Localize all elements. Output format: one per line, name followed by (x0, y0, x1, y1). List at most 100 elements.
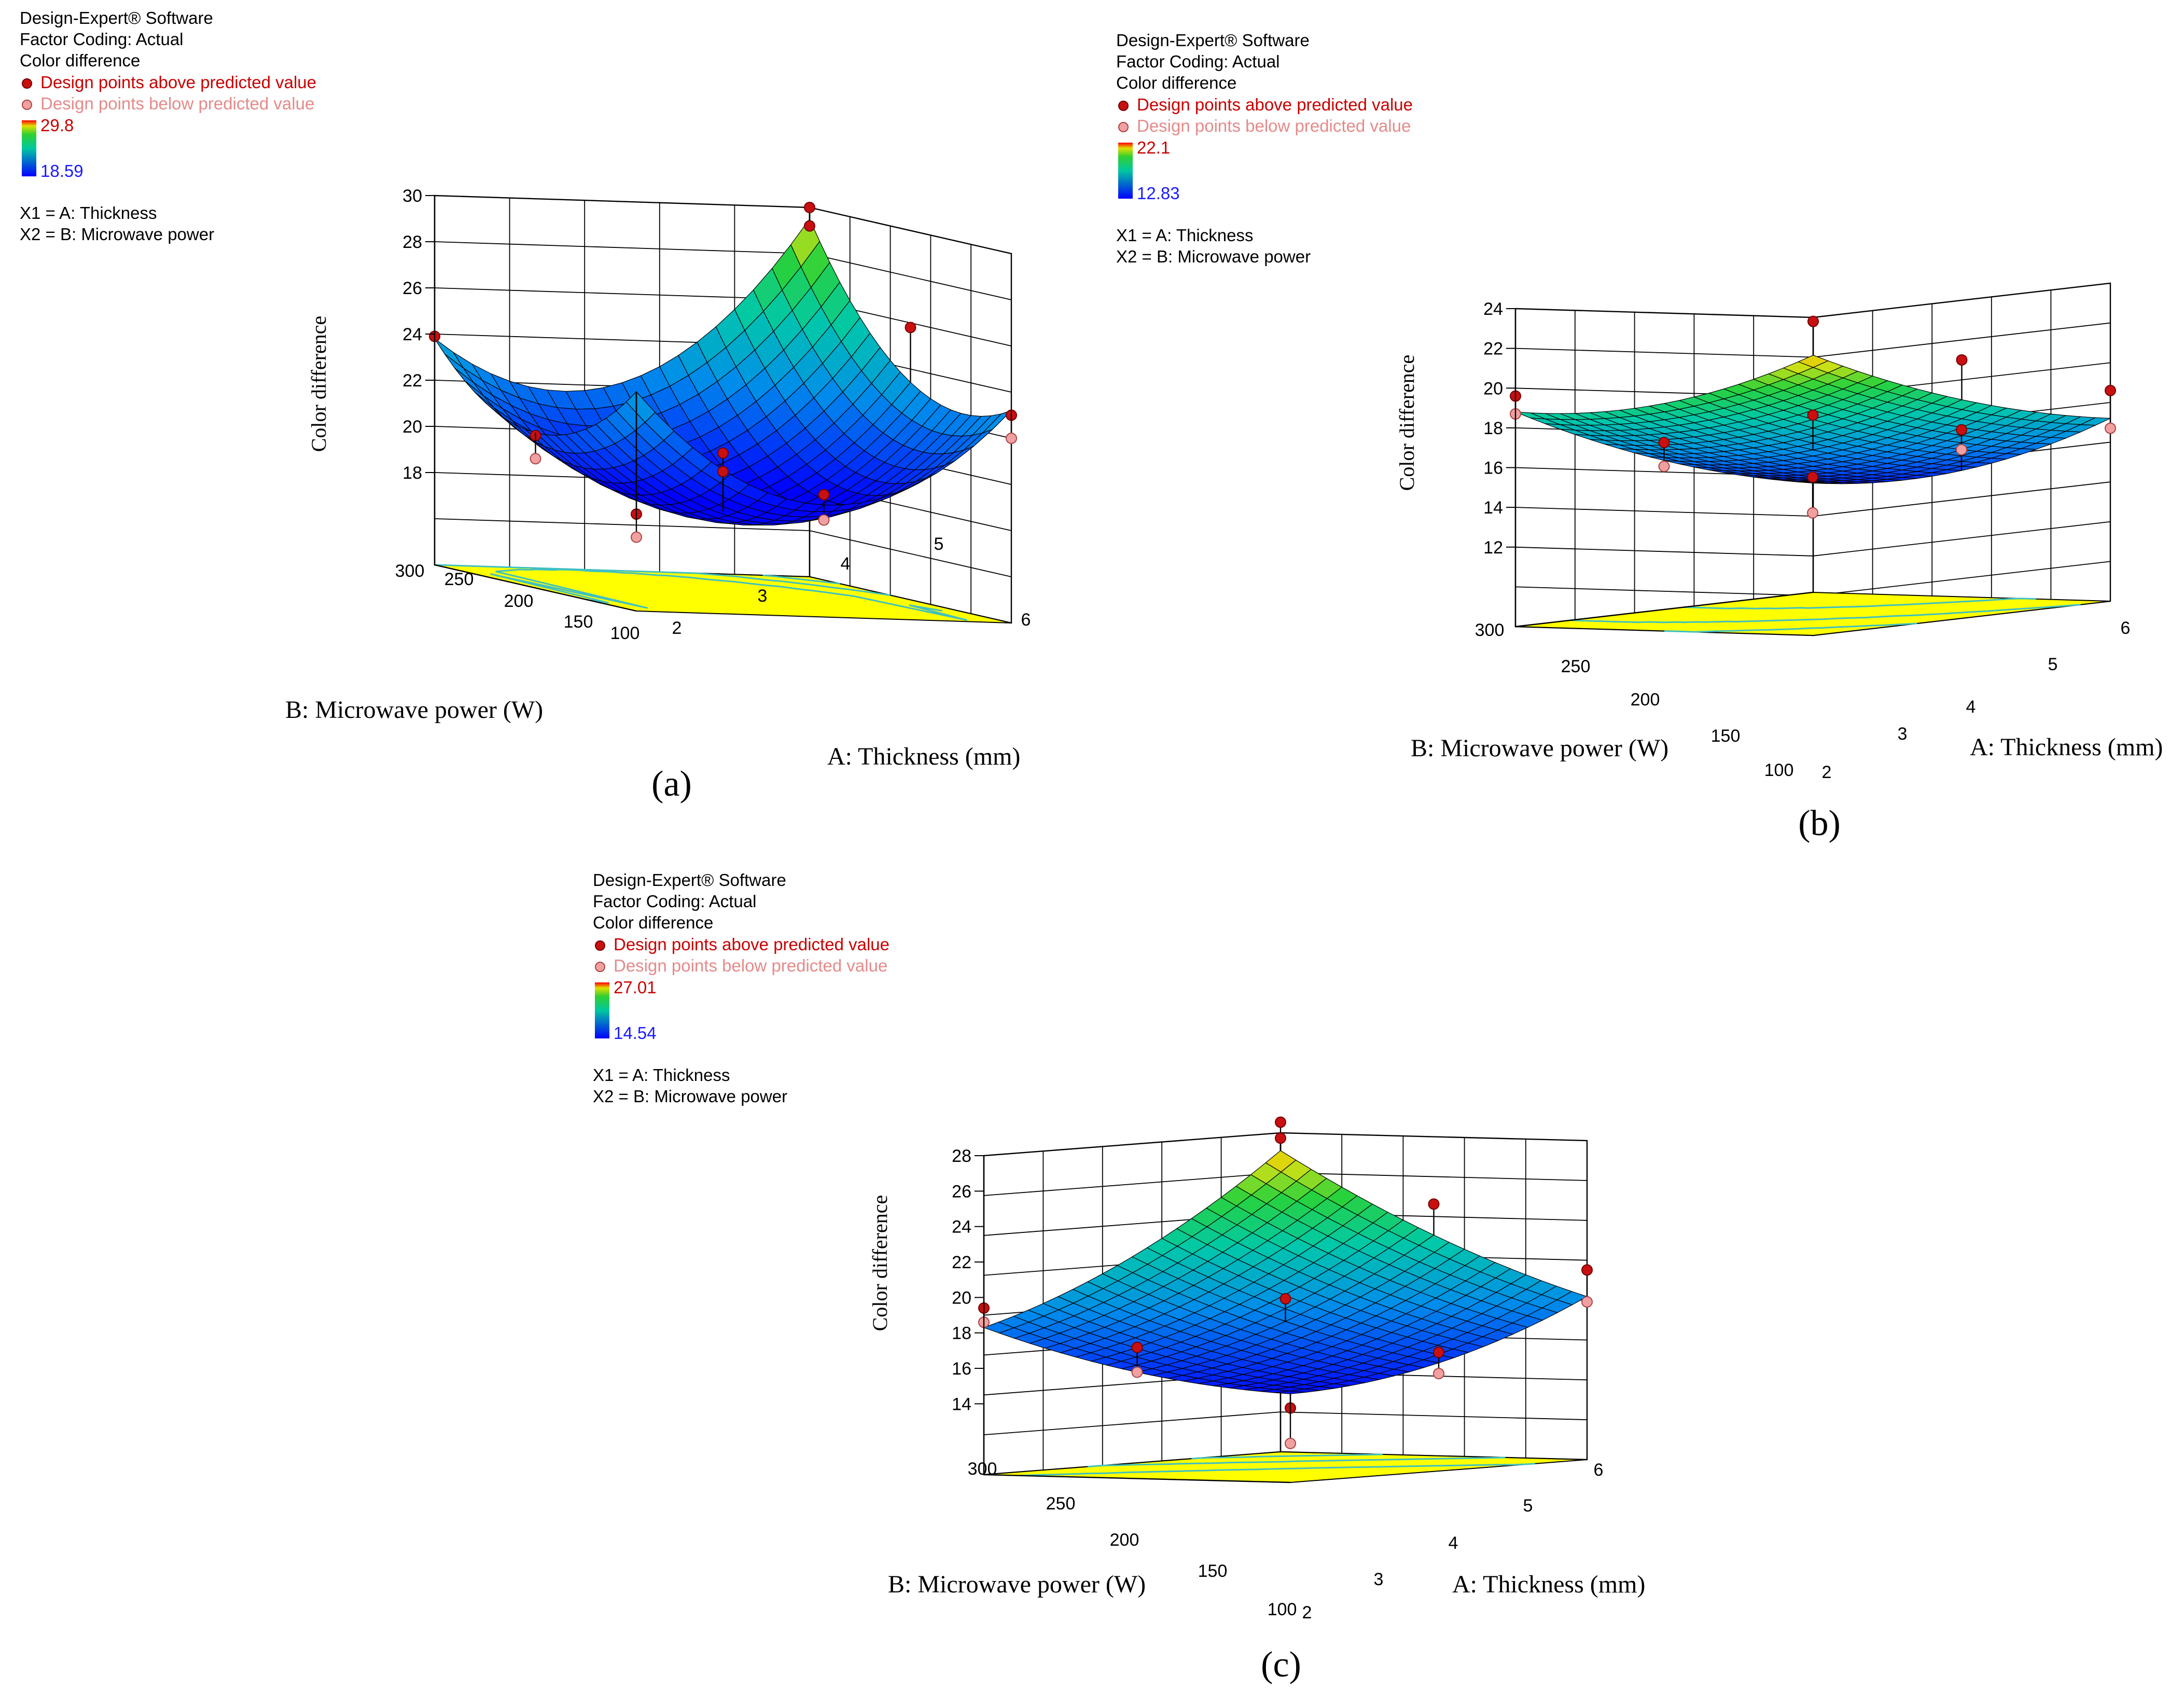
design-point (1956, 354, 1968, 366)
panel-a-info: Design-Expert® Software Factor Coding: A… (20, 8, 316, 244)
x-tick-label: 3 (1898, 724, 1908, 744)
colorbar (595, 982, 609, 1038)
panel-c-info: Design-Expert® Software Factor Coding: A… (593, 870, 889, 1106)
x-tick-label: 4 (841, 554, 851, 574)
wall-gridline (1515, 521, 2111, 557)
x2-definition: X2 = B: Microwave power (1116, 247, 1311, 266)
x-tick-label: 5 (2048, 655, 2058, 674)
design-point (1285, 1437, 1296, 1449)
design-point (1131, 1366, 1143, 1378)
y-tick-label: 200 (504, 591, 534, 611)
z-axis-label: Color difference (868, 1195, 892, 1331)
x-tick-label: 3 (758, 586, 768, 606)
x-tick-label: 2 (672, 618, 682, 638)
response-surface (434, 218, 1012, 526)
colorbar-max: 29.8 (40, 116, 74, 135)
z-tick-label: 18 (952, 1324, 971, 1343)
x2-definition: X2 = B: Microwave power (593, 1087, 787, 1106)
z-tick-label: 12 (1483, 538, 1503, 558)
contour-line (762, 574, 840, 585)
z-tick-label: 26 (402, 279, 422, 298)
x-axis-label: A: Thickness (mm) (1452, 1571, 1645, 1598)
below-marker-icon (1118, 122, 1129, 132)
z-tick-label: 18 (402, 463, 422, 483)
x1-definition: X1 = A: Thickness (1116, 226, 1253, 245)
y-axis-label: B: Microwave power (W) (1411, 734, 1668, 762)
design-point (1807, 507, 1818, 519)
design-point (804, 220, 815, 232)
panel-caption: (b) (1798, 803, 1841, 843)
z-tick-label: 14 (952, 1394, 971, 1414)
design-point (1658, 437, 1670, 449)
contour-line (1191, 1453, 1383, 1460)
x-tick-label: 6 (1594, 1460, 1604, 1480)
design-point (717, 447, 729, 459)
factor-coding: Factor Coding: Actual (1116, 52, 1280, 71)
contour-line (1569, 604, 2081, 623)
panel-caption: (c) (1261, 1645, 1301, 1685)
contour-line (1088, 1457, 1506, 1468)
design-point (1275, 1132, 1286, 1144)
z-tick-label: 16 (1483, 459, 1503, 478)
design-point (1428, 1198, 1440, 1210)
x-tick-label: 2 (1822, 762, 1832, 782)
design-point (717, 466, 729, 478)
design-point (1279, 1293, 1291, 1305)
y-tick-label: 150 (564, 612, 593, 632)
axis-frame (1514, 309, 1813, 628)
z-tick-label: 24 (952, 1217, 971, 1237)
z-tick-label: 22 (1483, 339, 1503, 359)
colorbar-max: 27.01 (614, 978, 657, 997)
design-point (1807, 471, 1818, 483)
z-tick-label: 30 (402, 186, 422, 206)
z-tick-label: 24 (1483, 299, 1503, 319)
y-tick-label: 100 (610, 623, 640, 643)
y-tick-label: 250 (1561, 657, 1591, 676)
x-tick-label: 4 (1449, 1533, 1458, 1553)
z-tick-label: 20 (1483, 379, 1503, 398)
design-point (1006, 433, 1017, 444)
surface-cell (625, 391, 656, 423)
y-tick-label: 150 (1198, 1561, 1228, 1581)
wall-gridline (434, 518, 1012, 577)
panel-a-plot: 18 20 22 24 26 28 30 2 3 4 5 6 100 150 200 250 300 (395, 186, 1031, 643)
x-tick-label: 2 (1302, 1603, 1312, 1622)
design-point (530, 453, 541, 465)
panel-b-info: Design-Expert® Software Factor Coding: A… (1116, 31, 1413, 266)
design-point (2105, 422, 2116, 434)
z-tick-label: 20 (402, 417, 422, 437)
y-tick-label: 100 (1268, 1600, 1297, 1619)
factor-coding: Factor Coding: Actual (20, 30, 184, 49)
design-point (1807, 409, 1819, 421)
y-tick-label: 300 (968, 1459, 997, 1479)
surface-cell (1275, 1391, 1305, 1394)
z-tick-label: 14 (1483, 498, 1503, 518)
x-tick-label: 5 (934, 534, 944, 554)
z-axis-label: Color difference (307, 316, 330, 452)
design-point (1131, 1341, 1143, 1353)
surface-cell (434, 338, 464, 369)
z-tick-label: 26 (952, 1182, 971, 1201)
y-tick-label: 250 (444, 570, 474, 589)
design-point (1956, 443, 1967, 455)
colorbar-min: 12.83 (1137, 184, 1180, 203)
design-point (631, 531, 642, 543)
colorbar-max: 22.1 (1137, 138, 1170, 157)
contour-line (1664, 622, 1917, 633)
design-point (1433, 1347, 1444, 1358)
wall-gridline (1515, 283, 2111, 318)
above-marker-icon (1118, 101, 1129, 111)
panel-c-plot: 14 16 18 20 22 24 26 28 2 3 4 5 6 100 150 200 250 300 (952, 1116, 1604, 1622)
y-axis-label: B: Microwave power (W) (888, 1571, 1146, 1598)
z-tick-label: 22 (952, 1253, 971, 1272)
software-name: Design-Expert® Software (1116, 31, 1310, 50)
design-point (1956, 424, 1967, 436)
panel-b-plot: 12 14 16 18 20 22 24 2 3 4 5 6 100 150 200 250 300 (1475, 282, 2130, 782)
y-axis-label: B: Microwave power (W) (285, 696, 543, 724)
z-tick-label: 20 (952, 1288, 971, 1308)
x-tick-label: 4 (1966, 697, 1976, 717)
legend-below: Design points below predicted value (1137, 116, 1411, 135)
design-point (2105, 384, 2116, 396)
response-name: Color difference (1116, 73, 1236, 92)
